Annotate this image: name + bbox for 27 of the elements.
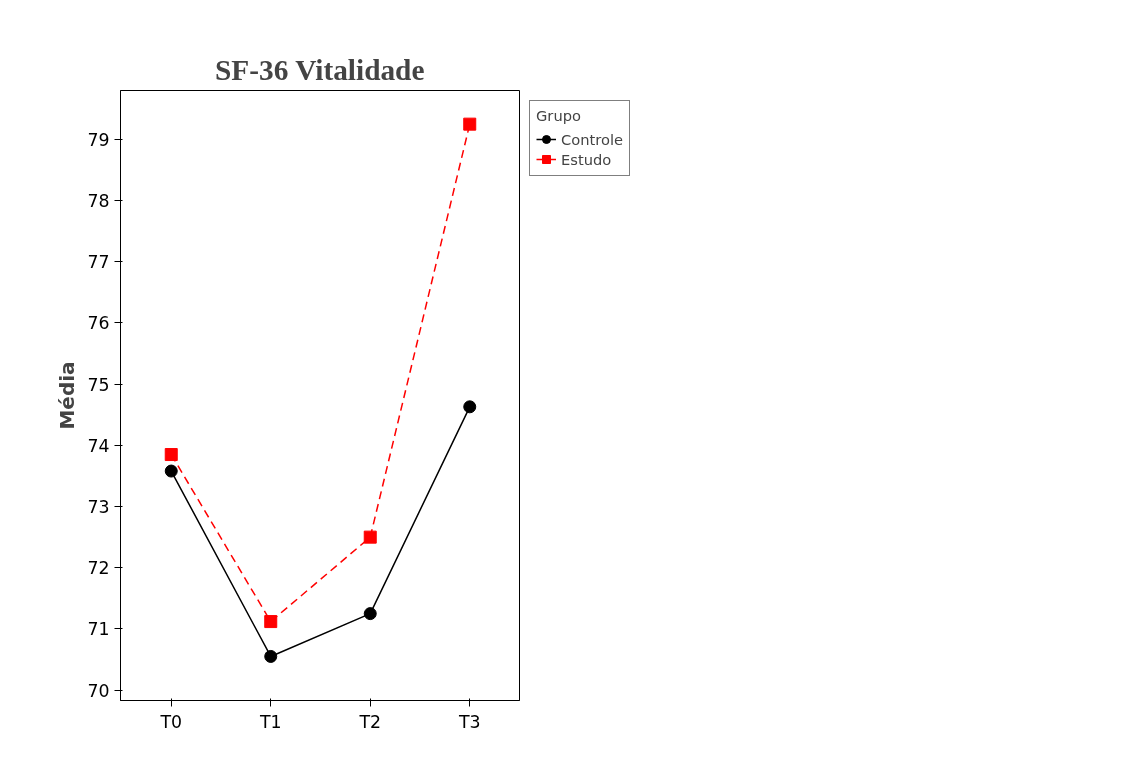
point — [264, 649, 278, 663]
point — [164, 464, 178, 478]
point — [164, 448, 178, 462]
y-tick-label: 74 — [87, 435, 110, 456]
chart-title: SF-36 Vitalidade — [215, 53, 425, 86]
y-tick-label: 73 — [87, 497, 110, 518]
y-tick-label: 79 — [87, 129, 110, 150]
y-tick-label: 75 — [87, 374, 110, 395]
legend-title: Grupo — [536, 107, 582, 124]
x-tick-label: T0 — [159, 711, 183, 732]
y-tick-label: 70 — [87, 680, 110, 701]
point — [264, 615, 278, 629]
y-tick-label: 72 — [87, 558, 110, 579]
y-tick-label: 76 — [87, 313, 110, 334]
y-axis-title: Média — [55, 361, 80, 430]
legend-label: Estudo — [561, 150, 612, 168]
point — [463, 400, 477, 414]
point — [463, 117, 477, 131]
x-tick-label: T2 — [358, 711, 382, 732]
point — [363, 607, 377, 621]
y-tick-label: 71 — [87, 619, 110, 640]
y-tick-label: 78 — [87, 191, 110, 212]
point — [363, 530, 377, 544]
legend-label: Controle — [561, 130, 623, 148]
x-tick-label: T1 — [258, 711, 282, 732]
x-tick-label: T3 — [457, 711, 481, 732]
y-tick-label: 77 — [87, 252, 110, 273]
